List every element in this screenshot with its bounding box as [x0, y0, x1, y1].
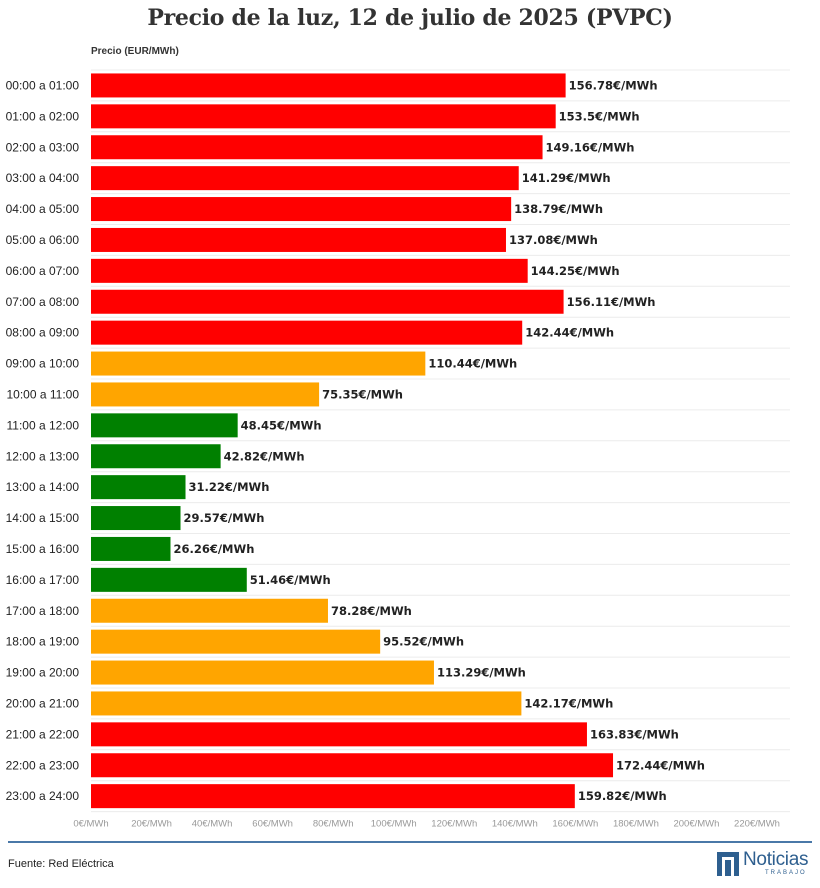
- category-label: 12:00 a 13:00: [6, 449, 80, 463]
- bar: [91, 258, 528, 283]
- value-label: 142.44€/MWh: [525, 326, 614, 340]
- category-label: 15:00 a 16:00: [6, 542, 80, 556]
- category-label: 00:00 a 01:00: [6, 78, 80, 92]
- x-tick-label: 100€/MWh: [371, 819, 417, 830]
- bar: [91, 660, 434, 685]
- value-label: 31.22€/MWh: [189, 480, 270, 494]
- bar: [91, 753, 614, 778]
- bar: [91, 289, 564, 314]
- bar-chart: 00:00 a 01:00 156.78€/MWh 01:00 a 02:00 153…: [6, 69, 790, 830]
- value-label: 142.17€/MWh: [524, 696, 613, 710]
- bar: [91, 413, 238, 438]
- category-label: 06:00 a 07:00: [6, 264, 80, 278]
- category-label: 14:00 a 15:00: [6, 511, 80, 525]
- x-tick-label: 220€/MWh: [734, 819, 780, 830]
- x-tick-label: 0€/MWh: [73, 819, 108, 830]
- logo-mark-icon: [717, 852, 739, 876]
- value-label: 26.26€/MWh: [173, 542, 254, 556]
- footer-divider: [8, 841, 812, 843]
- x-tick-label: 80€/MWh: [313, 819, 354, 830]
- value-label: 144.25€/MWh: [531, 264, 620, 278]
- x-tick-label: 140€/MWh: [492, 819, 538, 830]
- bar: [91, 567, 247, 592]
- bar: [91, 382, 320, 407]
- logo-main-text: Noticias: [743, 849, 809, 870]
- chart-title: Precio de la luz, 12 de julio de 2025 (P…: [147, 5, 673, 31]
- category-label: 11:00 a 12:00: [6, 418, 79, 432]
- category-label: 03:00 a 04:00: [6, 171, 80, 185]
- value-label: 153.5€/MWh: [559, 109, 640, 123]
- value-label: 159.82€/MWh: [578, 789, 667, 803]
- x-tick-label: 200€/MWh: [673, 819, 719, 830]
- category-label: 10:00 a 11:00: [6, 387, 79, 401]
- x-tick-label: 180€/MWh: [613, 819, 659, 830]
- x-tick-label: 60€/MWh: [252, 819, 293, 830]
- category-label: 04:00 a 05:00: [6, 202, 80, 216]
- category-label: 21:00 a 22:00: [6, 727, 80, 741]
- category-label: 01:00 a 02:00: [6, 109, 80, 123]
- bar: [91, 73, 566, 98]
- value-label: 138.79€/MWh: [514, 202, 603, 216]
- bar: [91, 784, 575, 809]
- bar: [91, 444, 221, 469]
- bar: [91, 104, 556, 129]
- bar: [91, 691, 522, 716]
- value-label: 29.57€/MWh: [184, 511, 265, 525]
- source-note: Fuente: Red Eléctrica: [8, 858, 114, 870]
- bar: [91, 629, 381, 654]
- bar: [91, 320, 523, 345]
- value-label: 110.44€/MWh: [428, 357, 517, 371]
- x-tick-label: 20€/MWh: [131, 819, 172, 830]
- value-label: 78.28€/MWh: [331, 604, 412, 618]
- value-label: 48.45€/MWh: [241, 418, 322, 432]
- category-label: 20:00 a 21:00: [6, 696, 80, 710]
- value-label: 42.82€/MWh: [224, 449, 305, 463]
- category-label: 05:00 a 06:00: [6, 233, 80, 247]
- bar: [91, 506, 181, 531]
- bar: [91, 197, 512, 222]
- value-label: 141.29€/MWh: [522, 171, 611, 185]
- value-label: 156.78€/MWh: [569, 78, 658, 92]
- bar: [91, 536, 171, 561]
- value-label: 163.83€/MWh: [590, 727, 679, 741]
- category-label: 23:00 a 24:00: [6, 789, 80, 803]
- category-label: 08:00 a 09:00: [6, 326, 80, 340]
- category-label: 07:00 a 08:00: [6, 295, 80, 309]
- value-label: 75.35€/MWh: [322, 387, 403, 401]
- value-label: 51.46€/MWh: [250, 573, 331, 587]
- logo-sub-text: TRABAJO: [765, 870, 807, 876]
- bar: [91, 351, 426, 376]
- category-label: 19:00 a 20:00: [6, 666, 80, 680]
- bar: [91, 722, 587, 747]
- value-label: 113.29€/MWh: [437, 666, 526, 680]
- bar: [91, 135, 543, 160]
- x-tick-label: 160€/MWh: [552, 819, 598, 830]
- x-tick-label: 120€/MWh: [431, 819, 477, 830]
- category-label: 22:00 a 23:00: [6, 758, 80, 772]
- bar: [91, 598, 328, 623]
- category-label: 13:00 a 14:00: [6, 480, 80, 494]
- value-label: 95.52€/MWh: [383, 635, 464, 649]
- value-label: 149.16€/MWh: [546, 140, 635, 154]
- category-label: 02:00 a 03:00: [6, 140, 80, 154]
- category-label: 17:00 a 18:00: [6, 604, 80, 618]
- category-label: 16:00 a 17:00: [6, 573, 80, 587]
- bar: [91, 166, 519, 191]
- bar: [91, 475, 186, 500]
- x-tick-label: 40€/MWh: [192, 819, 233, 830]
- category-label: 18:00 a 19:00: [6, 635, 80, 649]
- y-axis-label: Precio (EUR/MWh): [91, 46, 179, 57]
- noticias-trabajo-logo: Noticias TRABAJO: [717, 849, 813, 878]
- category-label: 09:00 a 10:00: [6, 357, 80, 371]
- value-label: 172.44€/MWh: [616, 758, 705, 772]
- value-label: 137.08€/MWh: [509, 233, 598, 247]
- bar: [91, 227, 506, 252]
- value-label: 156.11€/MWh: [567, 295, 656, 309]
